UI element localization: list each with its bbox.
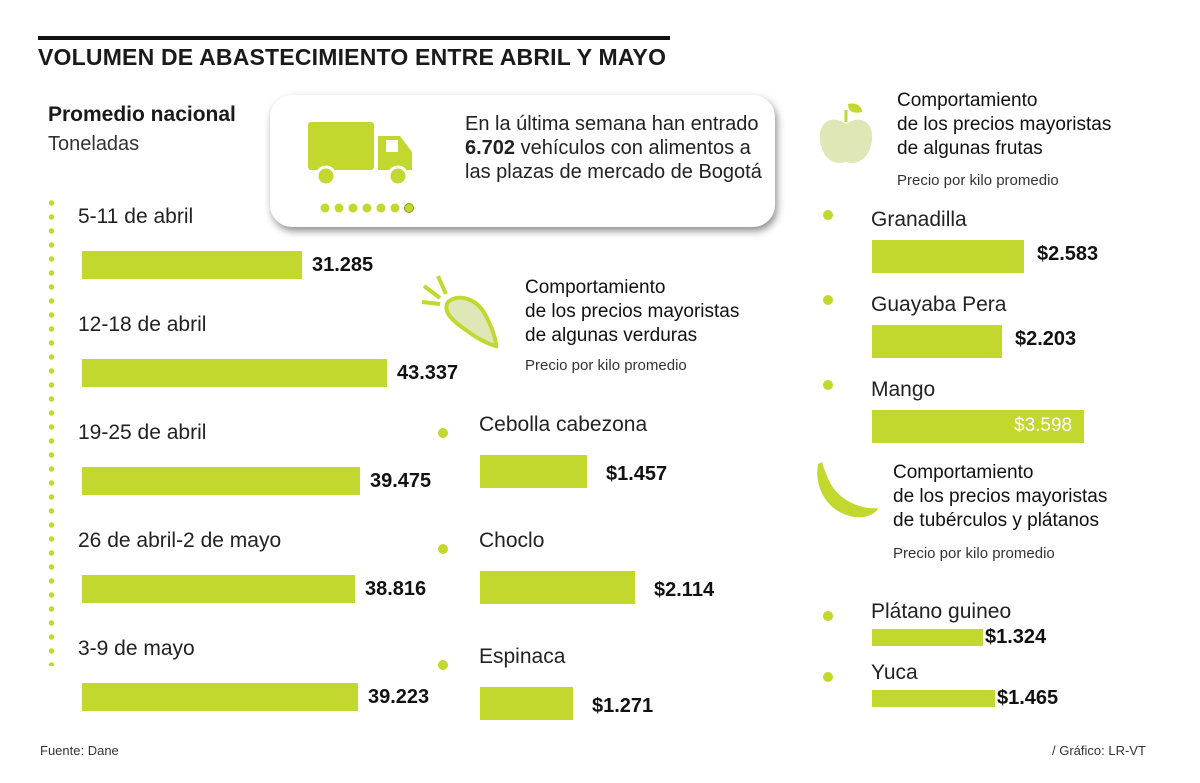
value-label: 31.285 [312, 254, 374, 276]
bar [872, 325, 1002, 358]
page-title: VOLUMEN DE ABASTECIMIENTO ENTRE ABRIL Y … [38, 44, 667, 70]
value-label: $2.114 [654, 579, 715, 601]
verduras-heading-3: de algunas verduras [525, 325, 698, 346]
timeline-line [47, 196, 56, 666]
category-label: Yuca [871, 661, 918, 684]
value-label: $1.324 [985, 626, 1047, 648]
bar [82, 251, 302, 279]
category-label: Guayaba Pera [871, 293, 1007, 316]
category-label: 5-11 de abril [78, 205, 194, 228]
bar [872, 629, 983, 646]
list-bullet [438, 544, 448, 554]
list-bullet [438, 660, 448, 670]
tuberculos-subtitle: Precio por kilo promedio [893, 545, 1055, 562]
category-label: Espinaca [479, 645, 566, 668]
category-label: 26 de abril-2 de mayo [78, 529, 282, 552]
value-label: 39.223 [368, 686, 430, 708]
category-label: 3-9 de mayo [78, 637, 195, 660]
value-label: $1.457 [606, 463, 668, 485]
list-bullet [823, 672, 833, 682]
list-bullet [823, 611, 833, 621]
apple-icon [818, 100, 874, 173]
bar [480, 687, 573, 720]
vegetable-icon [420, 272, 502, 355]
bar [82, 467, 360, 495]
category-label: Plátano guineo [871, 600, 1012, 623]
verduras-heading-2: de los precios mayoristas [525, 301, 740, 322]
volume-heading: Promedio nacional [48, 103, 236, 126]
verduras-subtitle: Precio por kilo promedio [525, 357, 687, 374]
list-bullet [438, 428, 448, 438]
list-bullet [823, 210, 833, 220]
category-label: 19-25 de abril [78, 421, 207, 444]
value-label: 43.337 [397, 362, 459, 384]
category-label: Mango [871, 378, 936, 401]
list-bullet [823, 295, 833, 305]
value-label: $1.465 [997, 687, 1059, 709]
value-label: $2.203 [1015, 328, 1077, 350]
frutas-heading: Comportamiento de los precios mayoristas… [897, 89, 1111, 161]
tuberculos-heading: Comportamiento de los precios mayoristas… [893, 461, 1107, 533]
source-note: Fuente: Dane [40, 743, 119, 758]
frutas-heading-2: de los precios mayoristas [897, 114, 1112, 135]
info-text: En la última semana han entrado 6.702 ve… [465, 112, 765, 184]
category-label: Granadilla [871, 208, 967, 231]
value-label: $2.583 [1037, 243, 1099, 265]
bar [872, 240, 1024, 273]
credit-note: / Gráfico: LR-VT [1052, 743, 1146, 758]
tuberculos-heading-1: Comportamiento [893, 462, 1034, 483]
value-label: 38.816 [365, 578, 427, 600]
bar [82, 575, 355, 603]
category-label: Choclo [479, 529, 545, 552]
value-label: 39.475 [370, 470, 432, 492]
bar [82, 359, 387, 387]
bar [480, 455, 587, 488]
banana-icon [812, 460, 882, 527]
frutas-heading-1: Comportamiento [897, 90, 1038, 111]
truck-icon [308, 122, 423, 197]
info-text-after: vehículos con alimentos a las plazas de … [465, 137, 762, 183]
tuberculos-heading-2: de los precios mayoristas [893, 486, 1108, 507]
progress-dots [320, 201, 420, 220]
frutas-subtitle: Precio por kilo promedio [897, 172, 1059, 189]
list-bullet [823, 380, 833, 390]
value-label: $3.598 [1014, 415, 1073, 436]
category-label: Cebolla cabezona [479, 413, 648, 436]
bar [872, 690, 995, 707]
value-label: $1.271 [592, 695, 654, 717]
bar [480, 571, 635, 604]
frutas-heading-3: de algunas frutas [897, 138, 1043, 159]
verduras-heading-1: Comportamiento [525, 277, 666, 298]
category-label: 12-18 de abril [78, 313, 207, 336]
info-text-before: En la última semana han entrado [465, 113, 759, 135]
vehicle-count: 6.702 [465, 137, 516, 159]
bar [82, 683, 358, 711]
bar [872, 410, 1084, 443]
tuberculos-heading-3: de tubérculos y plátanos [893, 510, 1099, 531]
verduras-heading: Comportamiento de los precios mayoristas… [525, 276, 739, 348]
volume-unit: Toneladas [48, 133, 140, 155]
title-rule [38, 36, 670, 40]
